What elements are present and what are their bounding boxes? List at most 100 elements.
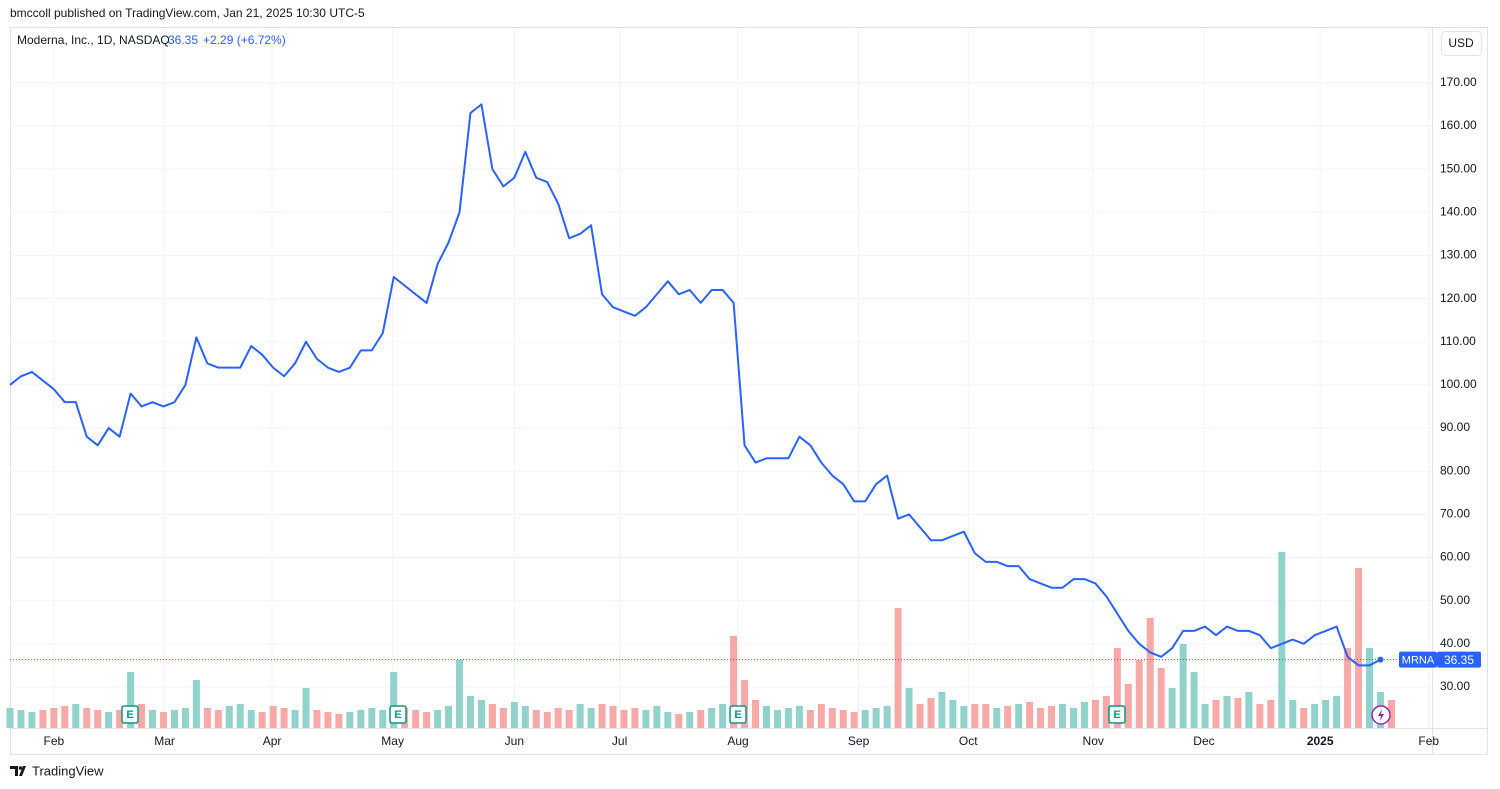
- volume-bar: [1344, 648, 1352, 728]
- volume-bar: [39, 710, 47, 728]
- x-tick-label: Dec: [1193, 734, 1214, 748]
- volume-bar: [1322, 700, 1330, 728]
- volume-bar: [412, 710, 420, 728]
- volume-bar: [1091, 700, 1099, 728]
- axes: 30.00 40.00 50.00 60.00 70.00 80.00 90.00 100.0…: [44, 75, 1481, 748]
- y-tick-label: 140.00: [1440, 204, 1477, 218]
- earnings-markers: E E E E: [121, 705, 1391, 725]
- volume-bar: [1333, 696, 1341, 728]
- volume-bar: [1037, 708, 1045, 728]
- volume-bar: [916, 704, 924, 728]
- price-badge: [1437, 651, 1481, 668]
- earnings-marker[interactable]: E: [121, 705, 139, 724]
- volume-bar: [236, 704, 244, 728]
- volume-bar: [565, 710, 573, 728]
- volume-bar: [1289, 700, 1297, 728]
- volume-bar: [214, 710, 222, 728]
- grid: [10, 28, 1432, 728]
- volume-bar: [1223, 696, 1231, 728]
- volume-bar: [1124, 684, 1132, 728]
- y-tick-label: 40.00: [1440, 636, 1470, 650]
- volume-bar: [708, 708, 716, 728]
- volume-bar: [1190, 672, 1198, 728]
- volume-bar: [225, 706, 233, 728]
- volume-bar: [94, 710, 102, 728]
- volume-bar: [258, 712, 266, 728]
- volume-bar: [1278, 552, 1286, 728]
- price-line: [9, 103, 1381, 667]
- volume-bar: [1102, 696, 1110, 728]
- volume-bar: [203, 708, 211, 728]
- volume-bar: [192, 680, 200, 728]
- volume-bars: [6, 552, 1395, 728]
- volume-bar: [159, 712, 167, 728]
- volume-bar: [1234, 698, 1242, 728]
- volume-bar: [390, 672, 398, 728]
- volume-bar: [620, 710, 628, 728]
- currency-button[interactable]: [1441, 31, 1482, 56]
- earnings-marker[interactable]: E: [729, 705, 747, 724]
- volume-bar: [324, 712, 332, 728]
- volume-bar: [1201, 704, 1209, 728]
- volume-bar: [1311, 704, 1319, 728]
- volume-bar: [554, 708, 562, 728]
- volume-bar: [1059, 704, 1067, 728]
- volume-bar: [1366, 648, 1374, 728]
- volume-bar: [752, 700, 760, 728]
- volume-bar: [510, 702, 518, 728]
- volume-bar: [960, 706, 968, 728]
- volume-bar: [653, 706, 661, 728]
- volume-bar: [280, 708, 288, 728]
- earnings-marker[interactable]: E: [389, 705, 407, 724]
- volume-bar: [1157, 668, 1165, 728]
- svg-text:E: E: [394, 709, 401, 721]
- legend-title: Moderna, Inc., 1D, NASDAQ: [17, 33, 170, 47]
- earnings-marker[interactable]: E: [1108, 705, 1126, 724]
- volume-bar: [1245, 692, 1253, 728]
- x-tick-label: Apr: [263, 734, 282, 748]
- volume-bar: [1113, 648, 1121, 728]
- volume-bar: [784, 708, 792, 728]
- volume-bar: [1267, 700, 1275, 728]
- x-tick-label: Nov: [1083, 734, 1104, 748]
- volume-bar: [181, 708, 189, 728]
- last-point: [1377, 656, 1384, 663]
- volume-bar: [543, 712, 551, 728]
- volume-bar: [927, 698, 935, 728]
- volume-bar: [675, 714, 683, 728]
- volume-bar: [269, 706, 277, 728]
- x-tick-label: Sep: [848, 734, 870, 748]
- volume-bar: [1015, 704, 1023, 728]
- volume-bar: [598, 704, 606, 728]
- svg-text:E: E: [126, 709, 133, 721]
- volume-bar: [28, 712, 36, 728]
- volume-bar: [499, 708, 507, 728]
- y-tick-label: 50.00: [1440, 593, 1470, 607]
- volume-bar: [1179, 644, 1187, 728]
- x-tick-label: Oct: [959, 734, 978, 748]
- volume-bar: [1212, 700, 1220, 728]
- volume-bar: [1168, 688, 1176, 728]
- volume-bar: [72, 704, 80, 728]
- volume-bar: [861, 710, 869, 728]
- volume-bar: [817, 704, 825, 728]
- currency-label: USD: [1448, 36, 1474, 50]
- volume-bar: [850, 712, 858, 728]
- volume-bar: [686, 712, 694, 728]
- event-marker[interactable]: [1371, 705, 1391, 725]
- volume-bar: [17, 710, 25, 728]
- volume-bar: [357, 710, 365, 728]
- y-tick-label: 110.00: [1440, 334, 1476, 348]
- volume-bar: [105, 712, 113, 728]
- y-tick-label: 170.00: [1440, 75, 1477, 89]
- volume-bar: [170, 710, 178, 728]
- volume-bar: [521, 706, 529, 728]
- y-tick-label: 100.00: [1440, 377, 1477, 391]
- volume-bar: [291, 710, 299, 728]
- legend-last-price: 36.35: [168, 33, 198, 47]
- volume-bar: [883, 706, 891, 728]
- svg-text:E: E: [1113, 709, 1120, 721]
- volume-bar: [587, 708, 595, 728]
- volume-bar: [609, 706, 617, 728]
